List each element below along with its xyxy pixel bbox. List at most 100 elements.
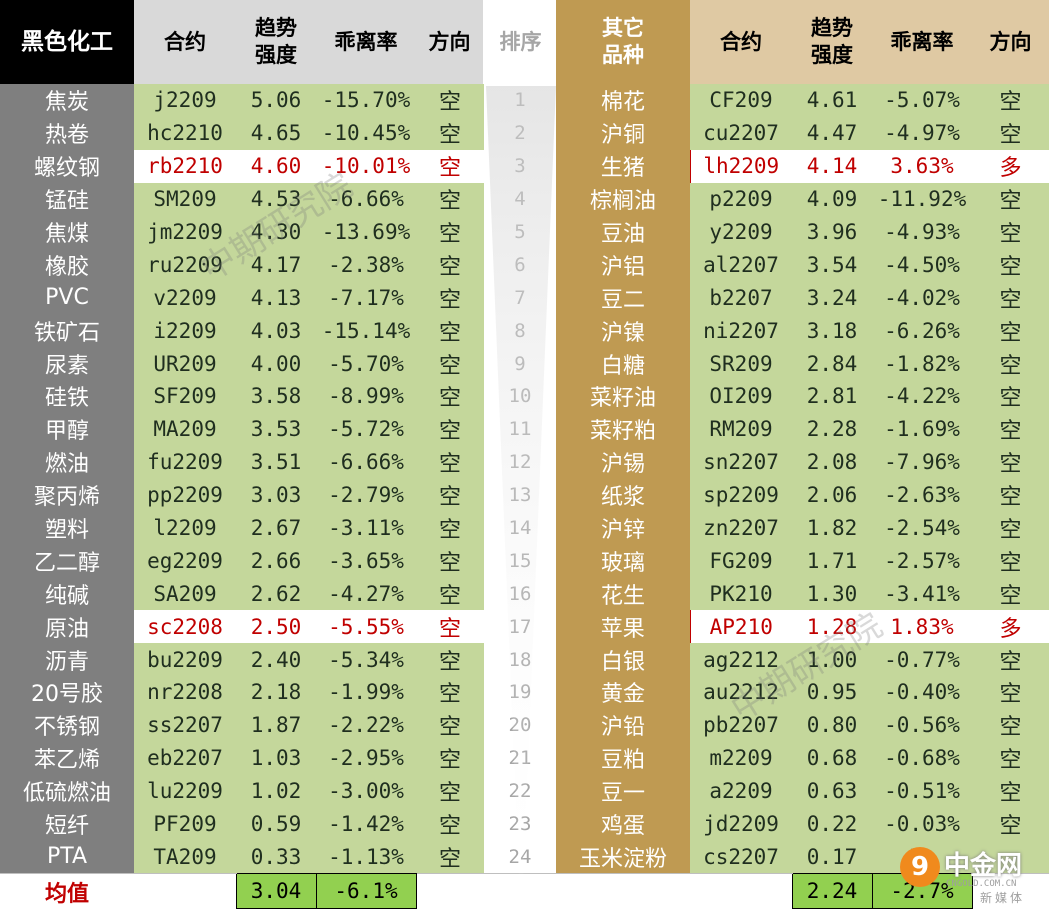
right-deviation-rate: -2.54% — [872, 511, 972, 545]
left-commodity-name: 短纤 — [0, 807, 134, 841]
right-trend-average: 2.24 — [791, 873, 873, 910]
logo-mark-icon: 9 — [900, 847, 940, 887]
rank-number: 7 — [514, 286, 526, 309]
left-contract: v2209 — [134, 281, 236, 315]
right-deviation-rate: -1.69% — [872, 412, 972, 446]
right-deviation-rate: -5.07% — [872, 84, 972, 117]
table-row: 硅铁 SF209 3.58 -8.99% 空 10 菜籽油 OI209 2.81 -4.22% 空 — [0, 380, 1049, 413]
left-deviation-rate: -10.45% — [316, 116, 416, 150]
rank-number: 11 — [508, 418, 532, 441]
left-commodity-name: 硅铁 — [0, 380, 134, 413]
rank-number: 8 — [514, 319, 526, 342]
left-direction: 空 — [416, 840, 484, 874]
left-commodity-name: PVC — [0, 281, 134, 315]
empty-cell — [134, 873, 236, 909]
left-trend-strength: 0.33 — [236, 840, 316, 874]
right-direction: 空 — [972, 412, 1049, 446]
left-direction: 空 — [416, 182, 484, 216]
left-direction: 空 — [416, 380, 484, 413]
right-trend-strength: 0.17 — [792, 840, 872, 874]
left-contract: ru2209 — [134, 248, 236, 282]
rank-number: 19 — [508, 681, 532, 704]
left-commodity-name: 铁矿石 — [0, 314, 134, 348]
left-trend-strength: 4.17 — [236, 248, 316, 282]
right-contract: m2209 — [690, 741, 792, 775]
right-commodity-name: 豆粕 — [556, 741, 690, 775]
right-commodity-name: 沪锡 — [556, 445, 690, 479]
rank-number: 21 — [508, 747, 532, 770]
left-deviation-rate: -15.70% — [316, 84, 416, 117]
left-trend-strength: 4.65 — [236, 116, 316, 150]
left-contract: hc2210 — [134, 116, 236, 150]
right-contract: CF209 — [690, 84, 792, 117]
left-commodity-name: 热卷 — [0, 116, 134, 150]
left-trend-header: 趋势 强度 — [236, 0, 316, 84]
right-contract: jd2209 — [690, 807, 792, 841]
right-deviation-rate: -0.51% — [872, 774, 972, 808]
left-direction: 空 — [416, 807, 484, 841]
right-contract: y2209 — [690, 215, 792, 249]
left-contract: pp2209 — [134, 478, 236, 512]
left-deviation-rate: -15.14% — [316, 314, 416, 348]
table-row: 低硫燃油 lu2209 1.02 -3.00% 空 22 豆一 a2209 0.63 -0.51%… — [0, 774, 1049, 808]
left-trend-strength: 2.18 — [236, 676, 316, 709]
left-deviation-rate: -3.11% — [316, 511, 416, 545]
left-trend-strength: 3.53 — [236, 412, 316, 446]
left-commodity-name: 苯乙烯 — [0, 741, 134, 775]
right-contract: FG209 — [690, 544, 792, 578]
right-contract: a2209 — [690, 774, 792, 808]
left-commodity-name: 塑料 — [0, 511, 134, 545]
table-row: 乙二醇 eg2209 2.66 -3.65% 空 15 玻璃 FG209 1.71 -2.57% 空 — [0, 544, 1049, 578]
trend-header-line1: 趋势 — [255, 16, 297, 40]
right-trend-strength: 4.61 — [792, 84, 872, 117]
right-commodity-name: 鸡蛋 — [556, 807, 690, 841]
right-trend-strength: 0.95 — [792, 676, 872, 709]
left-direction: 空 — [416, 248, 484, 282]
left-contract: fu2209 — [134, 445, 236, 479]
left-trend-strength: 2.62 — [236, 577, 316, 611]
table-row: PVC v2209 4.13 -7.17% 空 7 豆二 b2207 3.24 -4.02% 空 — [0, 281, 1049, 315]
left-commodity-name: 聚丙烯 — [0, 478, 134, 512]
right-trend-strength: 0.22 — [792, 807, 872, 841]
right-direction: 空 — [972, 511, 1049, 545]
right-deviation-rate: -1.82% — [872, 347, 972, 381]
left-commodity-name: 锰硅 — [0, 182, 134, 216]
rank-header: 排序 — [483, 0, 556, 84]
right-direction: 空 — [972, 347, 1049, 381]
right-trend-strength: 2.08 — [792, 445, 872, 479]
right-trend-strength: 0.80 — [792, 708, 872, 742]
right-contract: ag2212 — [690, 643, 792, 677]
table-row: 短纤 PF209 0.59 -1.42% 空 23 鸡蛋 jd2209 0.22 -0.03% 空 — [0, 807, 1049, 841]
right-category-line1: 其它 — [602, 16, 644, 40]
left-trend-average: 3.04 — [235, 873, 317, 910]
left-deviation-rate: -6.66% — [316, 445, 416, 479]
rank-number: 5 — [514, 221, 526, 243]
left-deviation-rate: -4.27% — [316, 577, 416, 611]
table-row: 橡胶 ru2209 4.17 -2.38% 空 6 沪铝 al2207 3.54 -4.50% 空 — [0, 248, 1049, 282]
left-contract: MA209 — [134, 412, 236, 446]
empty-cell — [484, 873, 556, 909]
trend-header-line2: 强度 — [255, 43, 297, 67]
right-direction: 空 — [972, 182, 1049, 216]
right-contract: b2207 — [690, 281, 792, 315]
left-commodity-name: 不锈钢 — [0, 708, 134, 742]
left-deviation-rate: -3.00% — [316, 774, 416, 808]
left-trend-strength: 4.60 — [236, 149, 316, 183]
right-commodity-name: 沪铜 — [556, 116, 690, 150]
right-contract: AP210 — [689, 610, 792, 644]
table-row: 铁矿石 i2209 4.03 -15.14% 空 8 沪镍 ni2207 3.18 -6.26% 空 — [0, 314, 1049, 348]
left-commodity-name: 焦煤 — [0, 215, 134, 249]
right-deviation-rate: -0.03% — [872, 807, 972, 841]
empty-cell — [556, 873, 690, 909]
left-trend-strength: 2.40 — [236, 643, 316, 677]
left-contract: bu2209 — [134, 643, 236, 677]
table-row: 螺纹钢 rb2210 4.60 -10.01% 空 3 生猪 lh2209 4.14 3.63% 多 — [0, 149, 1049, 183]
right-direction: 多 — [972, 610, 1049, 644]
right-deviation-rate: -3.41% — [872, 577, 972, 611]
left-trend-strength: 4.30 — [236, 215, 316, 249]
average-row: 均值 3.04 -6.1% 2.24 -2.7% — [0, 873, 1049, 910]
right-deviation-rate: -0.77% — [872, 643, 972, 677]
right-commodity-name: 白糖 — [556, 347, 690, 381]
right-deviation-rate: -0.68% — [872, 741, 972, 775]
right-trend-strength: 4.47 — [792, 116, 872, 150]
